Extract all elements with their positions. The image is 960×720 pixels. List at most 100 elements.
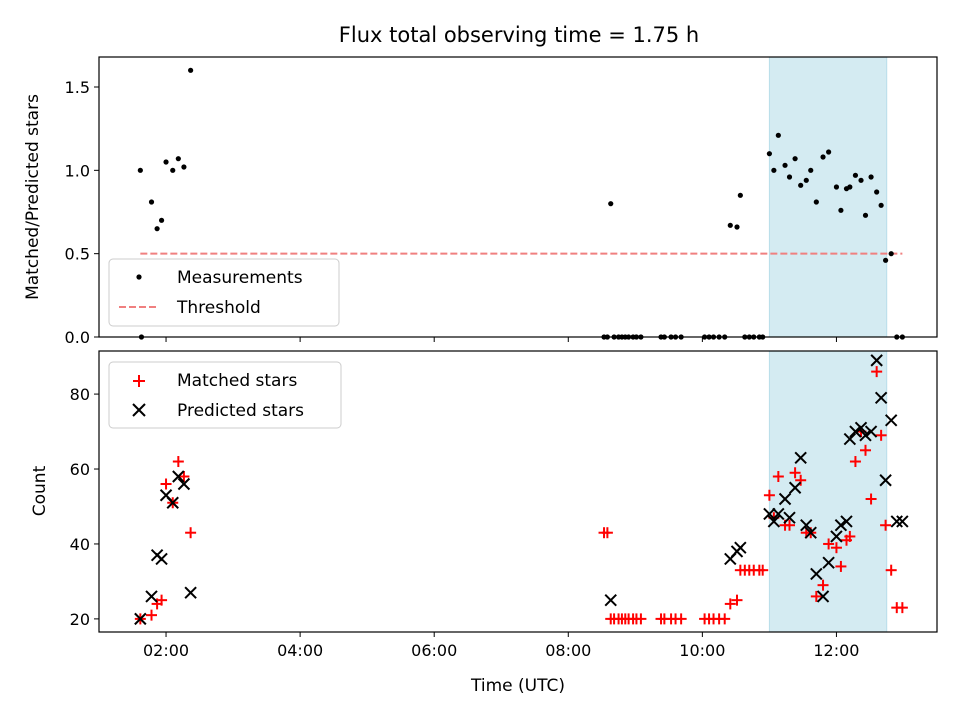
matched-star-point: [178, 471, 190, 483]
top-legend-frame: [108, 258, 340, 327]
matched-star-point: [871, 366, 883, 378]
measurement-point: [888, 251, 894, 257]
x-tick-label: 12:00: [813, 641, 859, 660]
predicted-star-point: [884, 414, 898, 427]
matched-star-point: [156, 594, 168, 606]
measurement-point: [175, 156, 181, 162]
measurement-point: [148, 199, 155, 205]
measurement-point: [608, 201, 614, 207]
y-tick-label: 60: [70, 460, 90, 479]
matched-star-point: [731, 594, 743, 606]
predicted-star-point: [783, 511, 796, 524]
highlight-span: [768, 56, 888, 338]
measurement-point: [181, 164, 187, 170]
matched-stars-layer: [134, 366, 908, 625]
matched-star-point: [823, 538, 835, 550]
predicted-star-point: [134, 612, 147, 626]
predicted-star-point: [830, 530, 843, 543]
measurement-point: [883, 257, 889, 263]
bottom-y-axis-label: Count: [30, 465, 50, 516]
x-tick-label: 08:00: [545, 641, 591, 660]
measurement-point: [803, 177, 809, 183]
y-tick-label: 1.0: [65, 161, 90, 180]
measurement-point: [771, 167, 777, 173]
predicted-star-point: [843, 432, 857, 446]
measurement-point: [786, 174, 793, 180]
y-tick-label: 1.5: [65, 78, 90, 97]
measurement-point: [737, 192, 743, 198]
predicted-star-point: [788, 481, 802, 494]
matched-star-point: [875, 429, 887, 441]
x-tick-label: 06:00: [411, 641, 457, 660]
predicted-star-point: [859, 429, 872, 442]
matched-legend-label: Matched stars: [177, 371, 297, 391]
bottom-legend: Matched stars Predicted stars: [108, 361, 342, 429]
measurement-point: [852, 172, 859, 178]
measurement-point: [782, 162, 788, 168]
predicted-star-point: [177, 477, 191, 491]
predicted-star-point: [874, 391, 888, 405]
bottom-axes-frame: [98, 350, 938, 633]
predicted-star-point: [822, 556, 835, 569]
measurement-point: [847, 184, 853, 190]
top-y-axis-label: Matched/Predicted stars: [23, 94, 43, 300]
matched-star-point: [185, 527, 197, 539]
matched-star-point: [849, 456, 861, 468]
measurement-point: [862, 212, 869, 218]
matched-star-point: [865, 493, 877, 505]
predicted-stars-layer: [134, 354, 909, 626]
predicted-star-point: [840, 515, 853, 528]
matched-star-point: [724, 598, 736, 610]
x-tick-label: 04:00: [277, 641, 323, 660]
predicted-legend-label: Predicted stars: [177, 401, 304, 421]
y-tick-label: 0.0: [65, 328, 90, 347]
predicted-star-point: [145, 590, 158, 603]
top-axes-frame: [98, 56, 938, 338]
predicted-star-point: [800, 519, 813, 532]
y-tick-label: 20: [70, 610, 90, 629]
x-tick-label: 10:00: [679, 641, 725, 660]
predicted-star-point: [772, 507, 785, 521]
bottom-legend-frame: [108, 361, 342, 429]
predicted-star-point: [879, 474, 892, 487]
matched-star-point: [160, 478, 172, 490]
matched-star-point: [844, 530, 856, 542]
predicted-legend-marker: [132, 403, 146, 417]
measurements-legend-marker: [136, 274, 142, 280]
measurements-layer: [137, 67, 905, 340]
matched-star-point: [784, 519, 796, 531]
measurement-point: [820, 154, 826, 160]
matched-star-point: [146, 609, 158, 621]
bottom-y-ticks: 20 40 60 80: [70, 385, 99, 629]
matched-star-point: [880, 519, 892, 531]
matched-star-point: [635, 613, 647, 625]
predicted-star-point: [155, 552, 168, 566]
matched-star-point: [757, 564, 769, 576]
measurement-point: [858, 177, 864, 183]
predicted-star-point: [767, 515, 781, 528]
matched-star-point: [795, 474, 807, 486]
matched-star-point: [601, 527, 613, 539]
predicted-star-point: [816, 590, 830, 603]
measurement-point: [775, 132, 781, 138]
predicted-star-point: [604, 593, 617, 607]
threshold-legend-label: Threshold: [176, 298, 261, 318]
top-highlight-span: [768, 56, 888, 338]
measurement-point: [734, 224, 740, 230]
predicted-star-point: [896, 515, 909, 528]
measurement-point: [826, 149, 832, 155]
matched-star-point: [885, 564, 897, 576]
predicted-star-point: [763, 507, 776, 521]
matched-star-point: [896, 602, 908, 614]
predicted-star-point: [890, 515, 903, 528]
matched-star-point: [830, 542, 842, 554]
measurements-legend-label: Measurements: [177, 268, 303, 288]
predicted-star-point: [184, 586, 197, 599]
predicted-star-point: [778, 492, 792, 506]
measurement-point: [874, 189, 880, 195]
measurement-point: [813, 199, 819, 205]
y-tick-label: 0.5: [65, 245, 90, 264]
predicted-star-point: [834, 519, 848, 532]
measurement-point: [188, 67, 194, 73]
